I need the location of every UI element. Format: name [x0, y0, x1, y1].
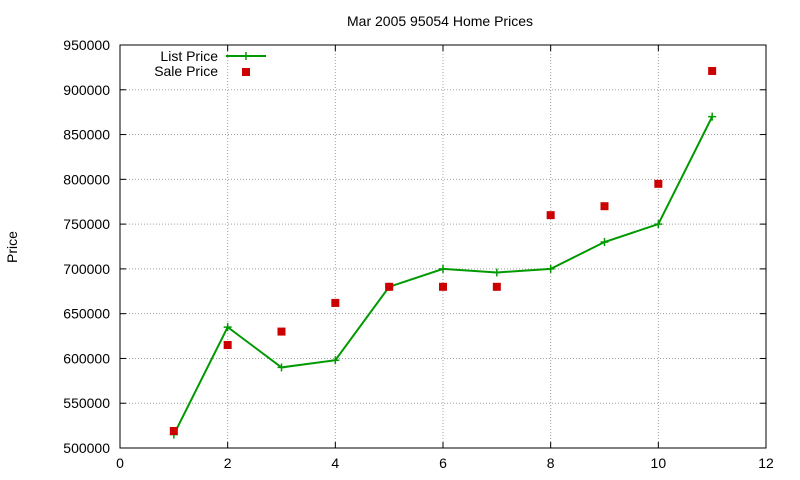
x-tick-label: 8 — [547, 455, 555, 471]
sale-price-point — [169, 426, 178, 435]
y-axis-label: Price — [4, 231, 20, 263]
x-tick-label: 4 — [331, 455, 339, 471]
sale-price-point — [277, 327, 286, 336]
sale-price-point — [439, 282, 447, 291]
y-tick-label: 500000 — [63, 440, 110, 456]
axes: 500000 550000 600000 650000 700000 750000 8000… — [63, 37, 774, 471]
grid — [120, 45, 766, 448]
list-price-point — [439, 264, 447, 273]
chart-title: Mar 2005 95054 Home Prices — [347, 13, 533, 29]
list-price-point — [708, 112, 717, 121]
sale-price-point — [600, 202, 609, 211]
legend-label: List Price — [160, 48, 218, 64]
y-tick-label: 850000 — [63, 127, 110, 143]
y-tick-label: 650000 — [63, 306, 110, 322]
list-price-point — [492, 268, 501, 277]
x-tick-label: 0 — [116, 455, 124, 471]
x-tick-label: 10 — [651, 455, 667, 471]
list-price-point — [277, 363, 286, 372]
list-price-point — [600, 238, 609, 247]
sale-price-point — [331, 298, 340, 307]
y-tick-label: 800000 — [63, 171, 110, 187]
sale-price-point — [492, 282, 501, 291]
y-tick-label: 600000 — [63, 350, 110, 366]
series-layer — [169, 66, 717, 439]
y-tick-label: 900000 — [63, 82, 110, 98]
y-tick-label: 700000 — [63, 261, 110, 277]
sale-price-point — [708, 66, 717, 75]
sale-price-point — [223, 341, 232, 350]
sale-price-point — [385, 282, 394, 291]
sale-price-point — [546, 211, 555, 220]
plot-border — [119, 44, 767, 449]
list-price-line — [172, 116, 714, 436]
legend-point-swatch — [242, 52, 250, 60]
list-price-point — [654, 220, 663, 229]
y-tick-label: 950000 — [63, 37, 110, 53]
legend-label: Sale Price — [154, 63, 218, 79]
list-price-point — [331, 356, 340, 365]
list-price-point — [223, 323, 232, 332]
x-tick-label: 6 — [439, 455, 447, 471]
sale-price-point — [654, 179, 663, 188]
legend-point-swatch — [242, 68, 250, 76]
list-price-point — [546, 264, 555, 273]
x-tick-label: 12 — [758, 455, 774, 471]
x-tick-label: 2 — [224, 455, 232, 471]
y-tick-label: 750000 — [63, 216, 110, 232]
y-tick-label: 550000 — [63, 395, 110, 411]
